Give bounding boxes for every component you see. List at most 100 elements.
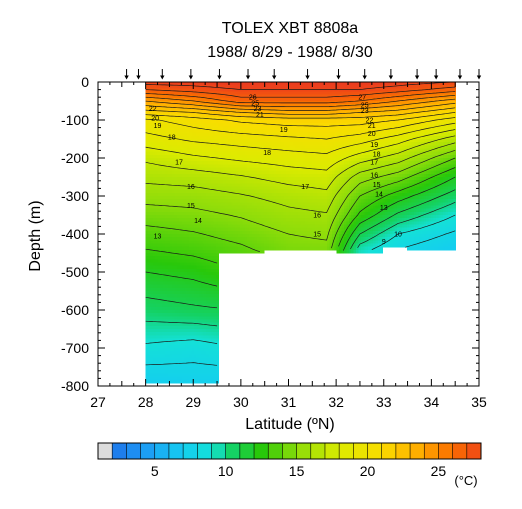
temperature-cell bbox=[167, 208, 171, 213]
temperature-cell bbox=[225, 173, 229, 178]
temperature-cell bbox=[249, 208, 253, 213]
temperature-cell bbox=[172, 243, 176, 248]
temperature-cell bbox=[261, 85, 265, 89]
temperature-cell bbox=[285, 224, 289, 229]
temperature-cell bbox=[167, 253, 171, 257]
temperature-cell bbox=[252, 192, 256, 197]
temperature-cell bbox=[232, 120, 236, 124]
temperature-cell bbox=[198, 154, 202, 159]
temperature-cell bbox=[181, 116, 185, 121]
temperature-cell bbox=[215, 123, 219, 127]
temperature-cell bbox=[191, 341, 195, 346]
temperature-cell bbox=[193, 82, 198, 86]
temperature-cell bbox=[307, 164, 311, 169]
temperature-cell bbox=[215, 218, 219, 222]
temperature-cell bbox=[230, 104, 234, 108]
temperature-cell bbox=[261, 154, 265, 159]
temperature-cell bbox=[169, 196, 173, 200]
temperature-cell bbox=[196, 278, 200, 283]
temperature-cell bbox=[310, 167, 314, 172]
temperature-cell bbox=[206, 221, 210, 226]
temperature-cell bbox=[186, 224, 190, 229]
temperature-cell bbox=[210, 180, 214, 184]
temperature-cell bbox=[218, 139, 222, 143]
temperature-cell bbox=[172, 142, 176, 146]
temperature-cell bbox=[177, 230, 181, 235]
temperature-cell bbox=[150, 367, 154, 371]
temperature-cell bbox=[266, 186, 270, 191]
temperature-cell bbox=[160, 94, 164, 99]
temperature-cell bbox=[162, 278, 166, 283]
temperature-cell bbox=[177, 243, 181, 248]
temperature-cell bbox=[232, 151, 236, 156]
temperature-cell bbox=[230, 113, 234, 118]
temperature-cell bbox=[302, 132, 306, 137]
temperature-cell bbox=[167, 373, 171, 378]
temperature-cell bbox=[285, 173, 289, 178]
temperature-cell bbox=[174, 129, 178, 134]
temperature-cell bbox=[268, 139, 272, 143]
temperature-cell bbox=[271, 120, 275, 124]
temperature-cell bbox=[189, 145, 193, 150]
temperature-cell bbox=[256, 249, 260, 254]
temperature-cell bbox=[203, 221, 207, 226]
temperature-cell bbox=[203, 351, 207, 355]
temperature-cell bbox=[174, 268, 178, 273]
temperature-cell bbox=[268, 218, 272, 222]
temperature-cell bbox=[191, 332, 195, 336]
temperature-cell bbox=[172, 316, 176, 321]
temperature-cell bbox=[206, 107, 210, 112]
temperature-cell bbox=[189, 351, 193, 355]
temperature-cell bbox=[191, 313, 195, 317]
temperature-cell bbox=[172, 110, 176, 115]
temperature-cell bbox=[193, 240, 198, 245]
temperature-cell bbox=[150, 202, 154, 207]
temperature-cell bbox=[174, 313, 178, 317]
temperature-cell bbox=[268, 202, 272, 207]
temperature-cell bbox=[208, 208, 212, 213]
temperature-cell bbox=[179, 275, 183, 279]
temperature-cell bbox=[208, 170, 212, 175]
temperature-cell bbox=[177, 354, 181, 359]
temperature-cell bbox=[148, 205, 152, 210]
temperature-cell bbox=[230, 161, 234, 165]
temperature-cell bbox=[273, 170, 277, 175]
temperature-cell bbox=[196, 325, 200, 330]
temperature-cell bbox=[232, 221, 236, 226]
temperature-cell bbox=[203, 110, 207, 115]
temperature-cell bbox=[312, 126, 316, 131]
temperature-cell bbox=[295, 192, 299, 197]
temperature-cell bbox=[164, 224, 168, 229]
temperature-cell bbox=[290, 88, 294, 93]
temperature-cell bbox=[179, 202, 183, 207]
temperature-cell bbox=[162, 360, 166, 365]
temperature-cell bbox=[225, 129, 229, 134]
temperature-cell bbox=[290, 192, 294, 197]
temperature-cell bbox=[177, 151, 181, 156]
temperature-cell bbox=[278, 120, 282, 124]
temperature-cell bbox=[213, 294, 217, 298]
temperature-cell bbox=[312, 148, 316, 153]
temperature-cell bbox=[283, 183, 287, 188]
temperature-cell bbox=[189, 237, 193, 241]
temperature-cell bbox=[167, 107, 171, 112]
temperature-cell bbox=[278, 205, 282, 210]
temperature-cell bbox=[181, 319, 185, 324]
temperature-cell bbox=[181, 224, 185, 229]
temperature-cell bbox=[208, 379, 212, 384]
temperature-cell bbox=[172, 202, 176, 207]
temperature-cell bbox=[276, 94, 280, 99]
temperature-cell bbox=[145, 278, 149, 283]
temperature-cell bbox=[150, 363, 154, 368]
temperature-cell bbox=[290, 215, 294, 219]
temperature-cell bbox=[148, 306, 152, 311]
temperature-cell bbox=[189, 373, 193, 378]
temperature-cell bbox=[177, 348, 181, 352]
temperature-cell bbox=[307, 97, 311, 102]
temperature-cell bbox=[201, 145, 205, 150]
temperature-cell bbox=[237, 85, 241, 89]
temperature-cell bbox=[167, 192, 171, 197]
temperature-cell bbox=[232, 148, 236, 153]
temperature-cell bbox=[164, 205, 168, 210]
temperature-cell bbox=[157, 151, 161, 156]
